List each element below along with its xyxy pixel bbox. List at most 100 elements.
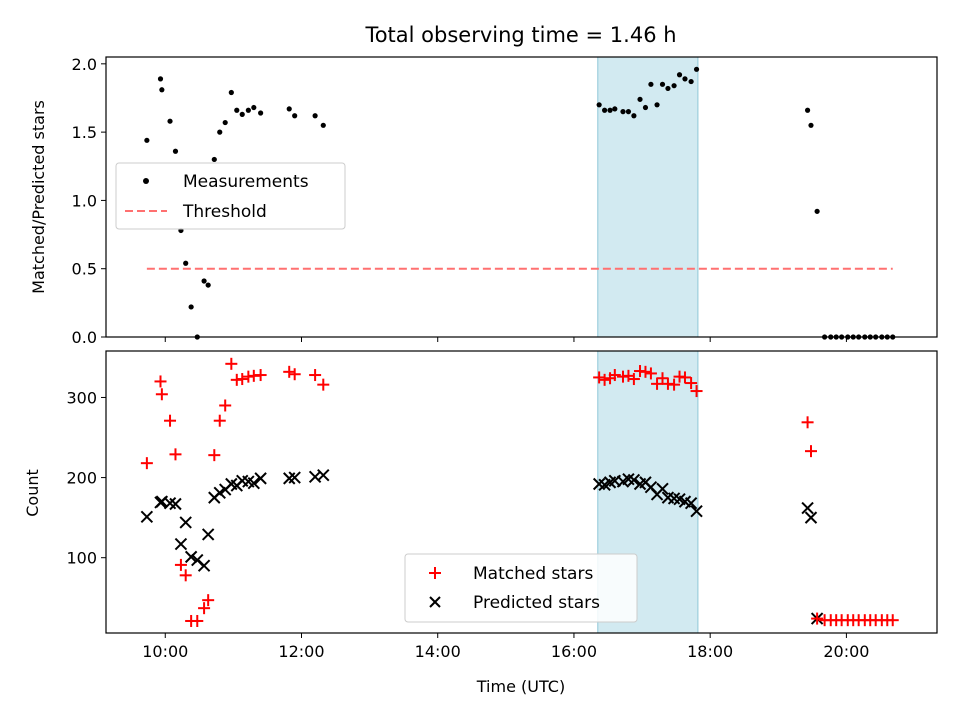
measurement-point xyxy=(239,111,245,117)
matched-point xyxy=(213,414,226,427)
measurement-point xyxy=(804,107,811,113)
measurement-point xyxy=(682,76,688,82)
predicted-point xyxy=(801,501,814,515)
matched-point xyxy=(225,357,238,370)
measurement-point xyxy=(620,109,626,115)
measurement-point xyxy=(671,83,677,89)
ratio-legend: Measurements Threshold xyxy=(115,162,346,230)
legend-matched-label: Matched stars xyxy=(473,564,593,584)
measurement-point xyxy=(693,66,700,72)
y-tick-label: 1.0 xyxy=(72,191,97,210)
matched-point xyxy=(236,373,249,386)
matched-point xyxy=(608,369,621,382)
matched-point xyxy=(593,371,606,384)
legend-measurements-marker xyxy=(143,178,149,184)
measurement-point xyxy=(201,278,207,284)
measurement-point xyxy=(159,87,165,93)
measurement-point xyxy=(688,78,694,85)
matched-point xyxy=(639,365,652,378)
measurement-point xyxy=(665,85,671,92)
predicted-point xyxy=(690,505,703,518)
measurement-point xyxy=(234,107,240,113)
bottom-ylabel: Count xyxy=(23,469,42,517)
matched-point xyxy=(804,445,817,458)
matched-point xyxy=(644,367,657,380)
measurement-point xyxy=(659,81,666,87)
matched-point xyxy=(191,614,204,627)
y-tick-label: 100 xyxy=(66,549,97,568)
measurement-point xyxy=(222,119,228,126)
predicted-point xyxy=(627,473,641,487)
predicted-point xyxy=(254,472,267,485)
matched-point xyxy=(317,378,330,391)
legend-threshold-label: Threshold xyxy=(182,202,267,222)
top-ylabel: Matched/Predicted stars xyxy=(29,100,48,294)
ratio-legend-box xyxy=(115,162,346,230)
measurement-point xyxy=(596,102,602,108)
matched-point xyxy=(678,371,691,384)
x-tick-label: 16:00 xyxy=(551,642,597,661)
chart-title: Total observing time = 1.46 h xyxy=(364,23,676,47)
matched-point xyxy=(288,368,301,381)
matched-point xyxy=(154,375,167,388)
measurement-point xyxy=(612,106,618,112)
predicted-point xyxy=(197,559,211,572)
predicted-point xyxy=(804,511,818,524)
legend-matched-marker xyxy=(429,567,441,579)
legend-predicted-label: Predicted stars xyxy=(473,593,600,613)
y-tick-label: 0.5 xyxy=(72,260,97,279)
measurement-point xyxy=(144,137,150,143)
matched-point xyxy=(598,373,611,386)
measurement-point xyxy=(312,113,318,119)
y-tick-label: 1.5 xyxy=(72,123,97,142)
predicted-point xyxy=(169,497,182,511)
measurement-point xyxy=(292,113,298,119)
x-tick-label: 12:00 xyxy=(278,642,324,661)
matched-point xyxy=(208,449,221,462)
ratio-panel: 0.0 0.5 1.0 1.5 2.0 xyxy=(72,55,938,347)
measurement-point xyxy=(205,282,211,288)
measurement-point xyxy=(642,104,649,111)
measurement-point xyxy=(228,89,234,96)
shaded-region xyxy=(597,56,699,338)
matched-point xyxy=(309,369,322,382)
y-tick-label: 2.0 xyxy=(72,55,97,74)
matched-point xyxy=(283,365,296,378)
measurement-point xyxy=(211,156,217,163)
matched-point xyxy=(811,612,824,625)
matched-point xyxy=(198,602,211,615)
x-tick-label: 10:00 xyxy=(142,642,188,661)
matched-point xyxy=(174,558,187,571)
matched-point xyxy=(801,416,814,429)
axes-frame xyxy=(105,56,938,338)
matched-point xyxy=(685,377,698,390)
measurement-point xyxy=(808,122,814,128)
measurement-point xyxy=(245,107,251,113)
x-tick-label: 18:00 xyxy=(687,642,733,661)
measurement-point xyxy=(258,110,264,116)
measurement-point xyxy=(167,118,173,124)
matched-point xyxy=(219,399,232,412)
count-legend-box xyxy=(404,553,638,623)
matched-point xyxy=(155,388,168,401)
matched-point xyxy=(651,377,664,390)
matched-point xyxy=(179,569,192,582)
predicted-point xyxy=(317,468,330,482)
measurement-point xyxy=(607,107,613,113)
measurement-point xyxy=(602,107,608,113)
matched-point xyxy=(656,372,669,385)
measurement-point xyxy=(648,81,654,87)
predicted-point xyxy=(184,550,198,564)
y-tick-label: 0.0 xyxy=(72,328,97,347)
matched-point xyxy=(627,373,640,386)
measurement-point xyxy=(654,102,660,108)
predicted-point xyxy=(656,482,669,496)
matched-point xyxy=(169,448,182,461)
matched-point xyxy=(668,378,681,391)
matched-point xyxy=(202,594,215,607)
count-legend: Matched stars Predicted stars xyxy=(404,553,638,623)
measurement-point xyxy=(188,304,194,310)
matched-point xyxy=(254,369,267,382)
predicted-point xyxy=(201,528,215,541)
legend-measurements-label: Measurements xyxy=(183,172,309,192)
